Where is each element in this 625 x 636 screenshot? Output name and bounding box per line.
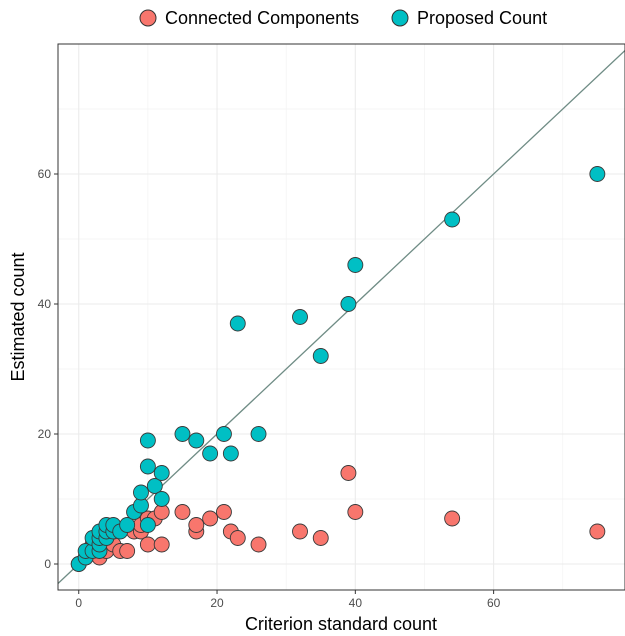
legend-label-proposed-count: Proposed Count: [417, 8, 547, 28]
identity-reference-line: [57, 50, 625, 584]
data-point: [119, 517, 136, 533]
data-point: [444, 211, 461, 228]
data-point: [589, 523, 606, 540]
x-axis-ticks: 0 20 40 60: [75, 590, 501, 610]
data-point: [139, 517, 156, 533]
data-point: [202, 510, 219, 527]
data-point: [119, 543, 136, 559]
series-proposed-count: [70, 166, 606, 572]
y-tick-label: 40: [38, 297, 52, 311]
data-point: [153, 491, 170, 507]
data-point: [146, 478, 163, 494]
data-points: [70, 166, 606, 572]
data-point: [188, 517, 205, 533]
data-point: [347, 504, 364, 520]
data-point: [216, 504, 232, 520]
grid-minor: [58, 44, 625, 590]
data-point: [589, 166, 606, 182]
data-point: [139, 432, 156, 449]
x-tick-label: 0: [75, 596, 82, 610]
data-point: [216, 426, 232, 442]
data-point: [222, 445, 239, 462]
data-point: [340, 465, 357, 481]
data-point: [139, 458, 156, 475]
legend: Connected Components Proposed Count: [139, 8, 547, 28]
data-point: [444, 510, 461, 527]
data-point: [188, 432, 205, 449]
data-point: [229, 530, 246, 546]
data-point: [139, 536, 156, 553]
data-point: [250, 426, 267, 442]
x-tick-label: 40: [349, 596, 363, 610]
data-point: [133, 484, 149, 501]
data-point: [153, 536, 170, 553]
legend-swatch-proposed-count: [391, 9, 409, 27]
x-tick-label: 60: [487, 596, 501, 610]
legend-label-connected-components: Connected Components: [165, 8, 359, 28]
data-point: [347, 257, 364, 273]
data-point: [174, 504, 191, 520]
x-axis-title: Criterion standard count: [245, 614, 437, 634]
y-tick-label: 60: [38, 167, 52, 181]
data-point: [312, 348, 329, 364]
data-point: [340, 296, 357, 312]
data-point: [229, 315, 246, 332]
legend-swatch-connected-components: [139, 9, 157, 27]
data-point: [250, 536, 267, 553]
data-point: [292, 523, 308, 540]
y-axis-title: Estimated count: [8, 252, 28, 381]
x-tick-label: 20: [210, 596, 224, 610]
data-point: [153, 465, 170, 481]
y-tick-label: 20: [38, 427, 52, 441]
y-axis-ticks: 0 20 40 60: [38, 167, 58, 571]
data-point: [312, 530, 329, 546]
data-point: [292, 309, 308, 325]
y-tick-label: 0: [44, 557, 51, 571]
data-point: [174, 426, 191, 442]
data-point: [202, 445, 219, 462]
plot-panel-border: [57, 43, 625, 591]
